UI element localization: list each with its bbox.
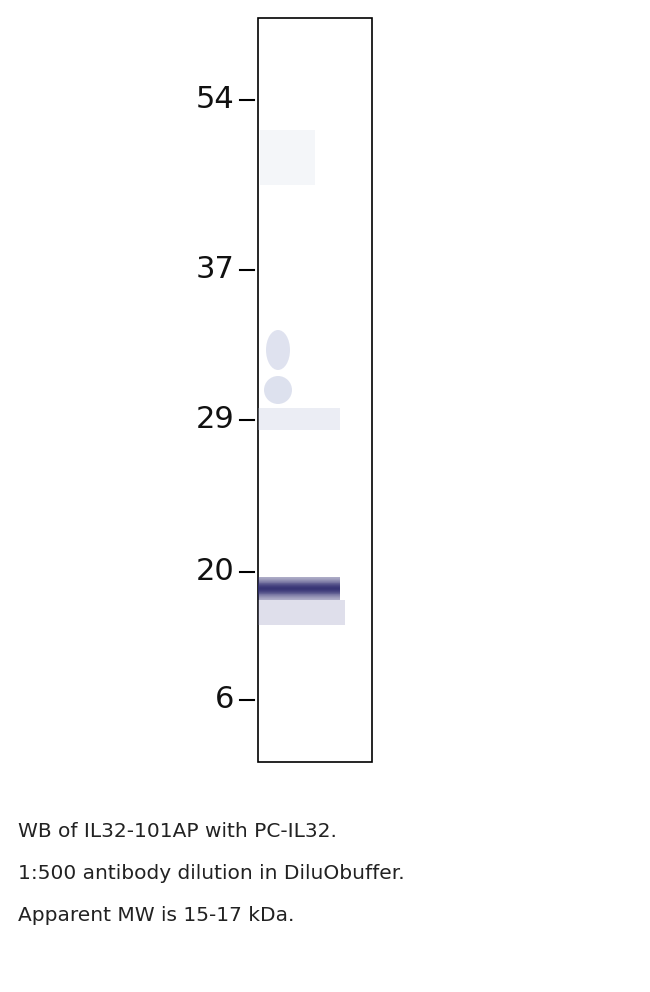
Ellipse shape <box>266 330 290 370</box>
Ellipse shape <box>264 376 292 404</box>
Text: 54: 54 <box>195 85 234 114</box>
Bar <box>260 130 315 185</box>
Text: WB of IL32-101AP with PC-IL32.: WB of IL32-101AP with PC-IL32. <box>18 822 337 841</box>
Text: Apparent MW is 15-17 kDa.: Apparent MW is 15-17 kDa. <box>18 906 294 925</box>
Text: 29: 29 <box>195 406 234 434</box>
Bar <box>258 600 345 625</box>
Bar <box>258 18 372 762</box>
Bar <box>258 408 340 430</box>
Text: 1:500 antibody dilution in DiluObuffer.: 1:500 antibody dilution in DiluObuffer. <box>18 864 404 883</box>
Text: 20: 20 <box>195 558 234 586</box>
Text: 37: 37 <box>195 256 234 285</box>
Text: 6: 6 <box>214 685 234 714</box>
